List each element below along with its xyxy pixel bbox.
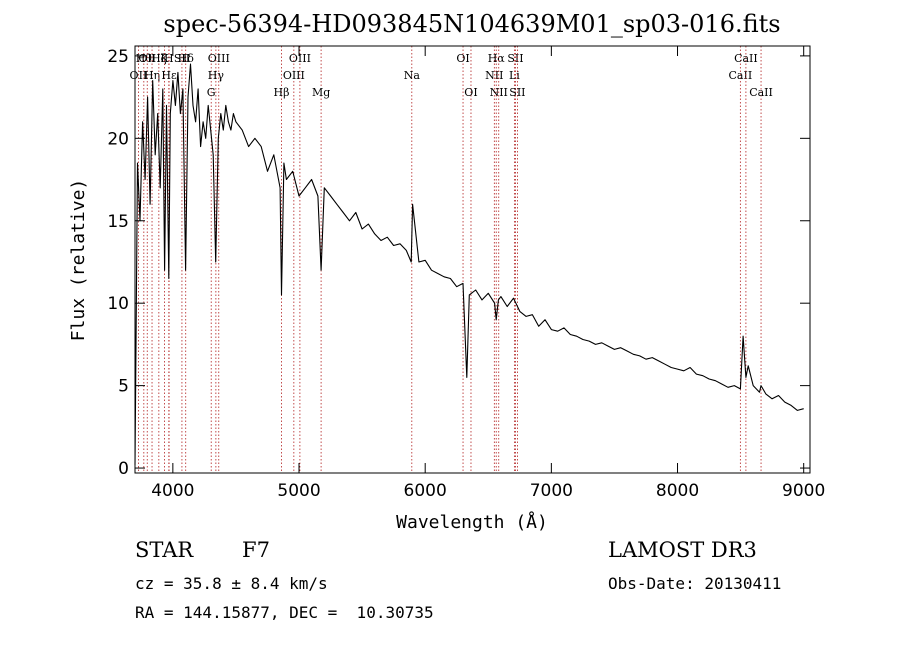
y-tick-label-1: 5 [118, 377, 129, 397]
x-tick-label-2: 6000 [404, 481, 447, 501]
line-marker-label-1: Hθ [136, 52, 153, 65]
line-marker-label-6: H [164, 52, 174, 65]
x-tick-label-4: 8000 [656, 481, 699, 501]
line-marker-label-20: NII [485, 69, 503, 82]
line-marker-label-21: Hα [488, 52, 506, 65]
line-marker-label-26: CaII [729, 69, 753, 82]
line-marker-label-11: Hγ [208, 69, 225, 82]
y-tick-label-4: 20 [107, 129, 129, 149]
series-layer [134, 63, 804, 465]
line-marker-label-28: CaII [749, 86, 773, 99]
line-marker-label-4: Hζ [151, 52, 167, 65]
line-marker-label-16: Mg [312, 86, 330, 99]
line-marker-label-19: OI [464, 86, 477, 99]
object-class: STAR [135, 538, 194, 562]
y-axis-label: Flux (relative) [68, 179, 89, 342]
plot-frame [134, 45, 811, 474]
obs-date: Obs-Date: 20130411 [608, 574, 782, 593]
line-marker-label-18: OI [456, 52, 469, 65]
line-marker-label-14: OIII [283, 69, 305, 82]
x-tick-label-3: 7000 [530, 481, 573, 501]
y-tick-label-0: 0 [118, 459, 129, 479]
y-tick-label-2: 10 [107, 294, 129, 314]
line-marker-label-9: Hδ [178, 52, 195, 65]
line-marker-label-27: CaII [734, 52, 758, 65]
x-tick-label-5: 9000 [782, 481, 825, 501]
line-marker-label-3: Hη [144, 69, 160, 82]
redshift-info: cz = 35.8 ± 8.4 km/s [135, 574, 328, 593]
axis-ticks: 4000 5000 6000 7000 8000 9000 0 5 10 15 20 25 [107, 46, 825, 501]
line-marker-label-0: OII [130, 69, 148, 82]
line-marker-label-23: Li [509, 69, 520, 82]
line-marker-label-22: NII [490, 86, 508, 99]
chart-title: spec-56394-HD093845N104639M01_sp03-016.f… [163, 10, 780, 38]
line-marker-label-13: Hβ [274, 86, 290, 99]
line-marker-label-7: Hε [161, 69, 177, 82]
line-marker-label-10: G [207, 86, 216, 99]
x-tick-label-1: 5000 [277, 481, 320, 501]
line-marker-label-5: K [160, 52, 169, 65]
line-marker-label-25: SII [509, 86, 525, 99]
series-line-0 [134, 63, 804, 465]
line-marker-label-15: OIII [289, 52, 311, 65]
coordinates: RA = 144.15877, DEC = 10.30735 [135, 603, 434, 622]
line-marker-label-12: OIII [208, 52, 230, 65]
object-subclass: F7 [242, 538, 270, 562]
line-marker-label-24: SII [507, 52, 523, 65]
x-axis-label: Wavelength (Å) [396, 511, 548, 533]
line-marker-label-2: OII [138, 52, 156, 65]
line-marker-label-17: Na [404, 69, 421, 82]
x-tick-label-0: 4000 [151, 481, 194, 501]
y-tick-label-3: 15 [107, 212, 129, 232]
survey-label: LAMOST DR3 [608, 538, 757, 562]
y-tick-label-5: 25 [107, 47, 129, 67]
line-marker-label-8: SII [174, 52, 190, 65]
